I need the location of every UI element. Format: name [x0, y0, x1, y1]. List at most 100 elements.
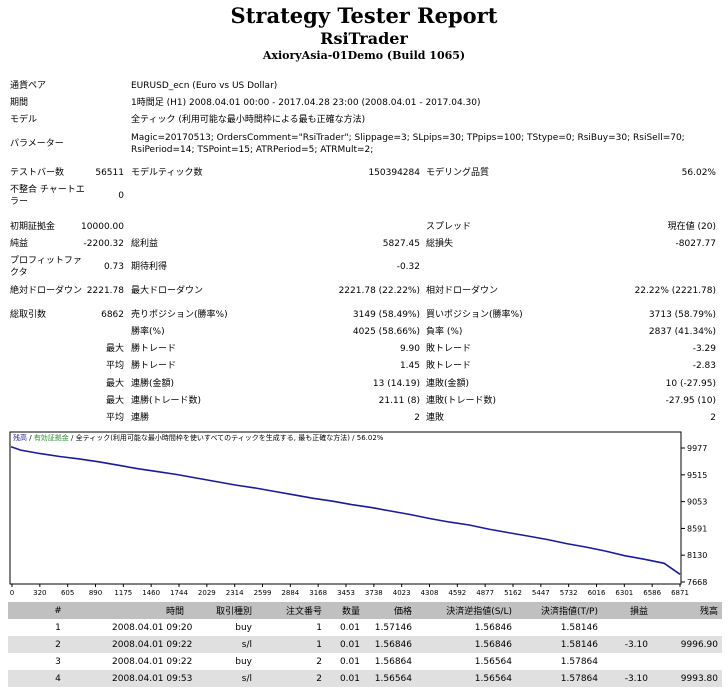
table-cell: 1.56846 [474, 622, 512, 633]
consecutive-wins-value: 13 (14.19) [372, 379, 420, 389]
absolute-drawdown-label: 絶対ドローダウン [10, 286, 83, 296]
table-cell: 2008.04.01 09:53 [108, 670, 192, 687]
table-cell: 2008.04.01 09:20 [112, 622, 193, 633]
win-rate-label: 勝率(%) [131, 327, 165, 337]
column-header: 価格 [364, 602, 416, 619]
server-name: AxioryAsia-01Demo (Build 1065) [262, 49, 466, 62]
spread-value: 現在値 (20) [667, 222, 716, 232]
y-tick-label: 9977 [687, 444, 707, 453]
table-cell: buy [235, 656, 252, 667]
table-cell: 2 [8, 636, 108, 653]
absolute-drawdown-value: 2221.78 [86, 286, 124, 296]
max-consecutive-prefix: 最大 [105, 379, 124, 389]
quality-caption: / 56.02% [350, 434, 384, 442]
column-header: 取引種別 [188, 602, 256, 619]
short-positions-value: 3149 (58.49%) [352, 310, 420, 320]
gross-loss-value: -8027.77 [675, 239, 716, 249]
average-win-value: 1.45 [399, 361, 420, 371]
x-tick-label: 3453 [337, 589, 355, 597]
average-consecutive-wins-label: 連勝 [131, 413, 150, 423]
win-rate-value: 4025 (58.66%) [352, 327, 420, 337]
average-loss-label: 敗トレード [426, 361, 472, 371]
mismatch-value: 0 [118, 191, 124, 201]
y-tick-label: 9515 [687, 471, 707, 480]
table-cell: 1.57146 [374, 622, 412, 633]
x-tick-label: 6016 [588, 589, 606, 597]
quality-label: モデリング品質 [426, 168, 490, 178]
expected-payoff-label: 期待利得 [131, 262, 168, 272]
long-positions-label: 買いポジション(勝率%) [426, 310, 523, 320]
table-cell: 2 [256, 670, 326, 687]
table-cell: 1.58146 [560, 622, 598, 633]
table-cell: 4 [8, 670, 108, 687]
x-tick-label: 5732 [560, 589, 578, 597]
table-cell: 1 [316, 622, 322, 633]
column-header: 残高 [652, 602, 722, 619]
gross-profit-value: 5827.45 [382, 239, 420, 249]
table-cell: s/l [188, 670, 256, 687]
total-trades-value: 6862 [101, 310, 124, 320]
table-cell: 1.56564 [364, 670, 416, 687]
total-trades-label: 総取引数 [10, 310, 47, 320]
balance-chart: 残高 / 有効証拠金 / 全ティック(利用可能な最小時間枠を使いすべてのティック… [8, 430, 722, 598]
y-tick-label: 7668 [687, 578, 707, 587]
table-row: 4 2008.04.01 09:53 s/l 2 0.01 1.56564 1.56564 1… [8, 670, 722, 687]
table-cell: -3.10 [602, 670, 652, 687]
loss-rate-label: 負率 (%) [426, 327, 463, 337]
table-row: 3 2008.04.01 09:22 buy 2 0.01 1.56864 1.56564 1… [8, 653, 722, 670]
largest-win-value: 9.90 [399, 344, 420, 354]
max-consecutive-count-prefix: 最大 [105, 396, 124, 406]
x-tick-label: 3168 [309, 589, 327, 597]
max-drawdown-value: 2221.78 (22.22%) [338, 286, 420, 296]
table-row: 1 2008.04.01 09:20 buy 1 0.01 1.57146 1.56846 1… [8, 619, 722, 636]
net-profit-label: 純益 [10, 239, 29, 249]
long-positions-value: 3713 (58.79%) [648, 310, 716, 320]
net-profit-value: -2200.32 [83, 239, 124, 249]
ticks-label: モデルティック数 [131, 168, 203, 178]
y-tick-label: 9053 [687, 498, 707, 507]
table-cell: 2008.04.01 09:22 [112, 656, 193, 667]
largest-loss-value: -3.29 [692, 344, 716, 354]
x-tick-label: 1175 [114, 589, 132, 597]
spread-label: スプレッド [426, 222, 472, 232]
average-win-label: 勝トレード [131, 361, 177, 371]
loss-rate-value: 2837 (41.34%) [648, 327, 716, 337]
expected-payoff-value: -0.32 [396, 262, 420, 272]
deposit-label: 初期証拠金 [10, 222, 56, 232]
ticks-value: 150394284 [368, 168, 420, 178]
x-tick-label: 0 [10, 589, 14, 597]
x-tick-label: 6871 [671, 589, 689, 597]
gross-loss-label: 総損失 [426, 239, 454, 249]
table-cell [602, 653, 652, 670]
average-consecutive-losses-label: 連敗 [426, 413, 445, 423]
table-cell: 3 [55, 656, 61, 667]
table-cell: 1.56846 [416, 636, 516, 653]
table-cell: 2008.04.01 09:22 [108, 636, 192, 653]
table-cell: 1.57864 [516, 670, 602, 687]
profit-factor-value: 0.73 [103, 262, 124, 272]
parameters-value: Magic=20170513; OrdersComment="RsiTrader… [131, 133, 685, 155]
x-tick-label: 605 [61, 589, 74, 597]
x-tick-label: 4308 [421, 589, 439, 597]
relative-drawdown-label: 相対ドローダウン [426, 286, 499, 296]
consecutive-loss-label: 連敗(トレード数) [426, 396, 497, 406]
report-title: Strategy Tester Report [230, 3, 498, 28]
table-cell: 9996.90 [652, 636, 722, 653]
table-cell: 0.01 [339, 656, 360, 667]
trades-table: # 時間 取引種別 注文番号 数量 価格 決済逆指値(S/L) 決済指値(T/P) 損益 残高 1… [8, 602, 722, 687]
largest-prefix: 最大 [105, 344, 124, 354]
y-tick-label: 8591 [687, 524, 707, 533]
expert-name: RsiTrader [320, 29, 408, 48]
table-row: 2 2008.04.01 09:22 s/l 1 0.01 1.56846 1.56846 1… [8, 636, 722, 653]
x-tick-label: 1744 [170, 589, 188, 597]
table-cell: -3.10 [602, 636, 652, 653]
relative-drawdown-value: 22.22% (2221.78) [634, 286, 716, 296]
table-cell [602, 619, 652, 636]
table-cell: 1 [55, 622, 61, 633]
column-header: # [8, 602, 108, 619]
x-tick-label: 4877 [476, 589, 494, 597]
x-tick-label: 1460 [142, 589, 160, 597]
table-cell: 9993.80 [652, 670, 722, 687]
x-tick-label: 3738 [365, 589, 383, 597]
x-tick-label: 2314 [226, 589, 244, 597]
